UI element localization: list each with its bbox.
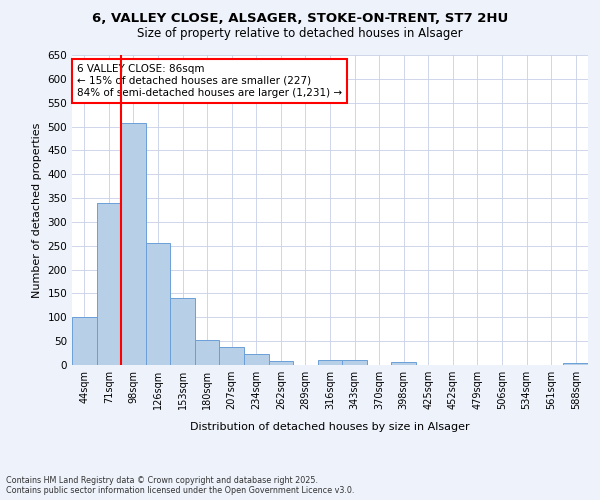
Text: Distribution of detached houses by size in Alsager: Distribution of detached houses by size … — [190, 422, 470, 432]
Y-axis label: Number of detached properties: Number of detached properties — [32, 122, 42, 298]
Bar — [220, 347, 244, 365]
Bar — [121, 123, 146, 365]
Text: Size of property relative to detached houses in Alsager: Size of property relative to detached ho… — [137, 28, 463, 40]
Text: Contains HM Land Registry data © Crown copyright and database right 2025.
Contai: Contains HM Land Registry data © Crown c… — [6, 476, 355, 495]
Bar — [269, 360, 293, 365]
Bar — [170, 298, 195, 365]
Bar — [195, 340, 220, 365]
Bar — [244, 354, 269, 365]
Bar — [97, 203, 121, 365]
Bar — [342, 360, 367, 365]
Text: 6, VALLEY CLOSE, ALSAGER, STOKE-ON-TRENT, ST7 2HU: 6, VALLEY CLOSE, ALSAGER, STOKE-ON-TRENT… — [92, 12, 508, 26]
Bar — [391, 362, 416, 365]
Text: 6 VALLEY CLOSE: 86sqm
← 15% of detached houses are smaller (227)
84% of semi-det: 6 VALLEY CLOSE: 86sqm ← 15% of detached … — [77, 64, 342, 98]
Bar — [146, 244, 170, 365]
Bar — [72, 318, 97, 365]
Bar — [563, 362, 588, 365]
Bar — [318, 360, 342, 365]
